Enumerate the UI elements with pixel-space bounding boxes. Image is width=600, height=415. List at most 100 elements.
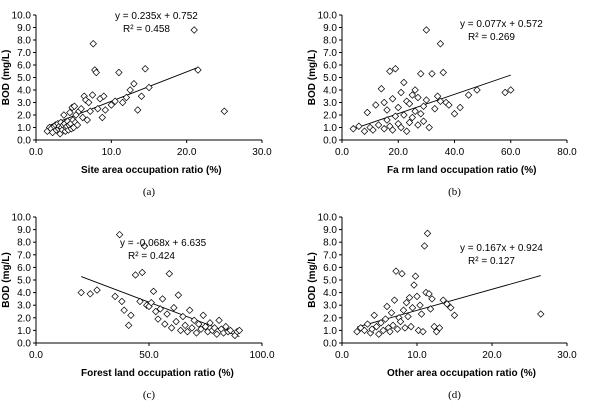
data-point [197,325,205,333]
data-point [374,121,383,129]
x-tick-label: 40.0 [445,147,465,158]
data-point [115,68,123,77]
data-point [464,91,473,99]
data-point [98,113,106,122]
data-point [137,92,146,100]
x-axis-title: Other area occupation ratio (%) [387,368,536,379]
data-point [154,315,162,323]
data-point [392,267,400,275]
y-tick-label: 1.0 [17,123,31,134]
y-tick-label: 4.0 [17,288,31,299]
data-point [194,66,202,74]
data-point [195,320,203,328]
y-tick-label: 6.0 [323,61,337,72]
data-point [405,100,414,108]
y-tick-label: 0.0 [323,136,337,147]
data-point [179,312,187,321]
data-point [210,324,219,332]
data-point [411,107,419,115]
data-point [423,229,432,238]
data-point [70,102,79,110]
data-point [390,296,399,304]
data-point [163,310,171,318]
x-tick-label: 10.0 [407,350,427,361]
data-point [388,126,397,134]
data-point [363,320,372,328]
data-point [383,106,391,114]
data-point [136,297,144,306]
y-tick-label: 2.0 [17,313,31,324]
data-point [399,306,408,314]
data-point [188,324,196,332]
y-tick-label: 2.0 [323,111,337,122]
data-point [88,91,97,99]
y-tick-label: 4.0 [17,86,31,97]
y-tick-label: 3.0 [17,301,31,312]
panel-label: (b) [448,186,461,198]
data-point [394,103,402,112]
data-point [400,111,408,119]
x-tick-label: 80.0 [557,147,577,158]
data-point [140,242,149,250]
y-tick-label: 4.0 [323,288,337,299]
data-point [387,309,396,317]
data-point [86,107,94,115]
data-point [388,95,397,103]
y-axis-title: BOD (mg/L) [307,50,318,106]
data-point [92,68,100,77]
data-point [431,105,439,113]
data-point [405,293,414,302]
chart-panel-3: 0.0 1.0 2.03.0 4.05.0 6.0 7.08.0 9.010.0 0.0 50.… [1,213,275,402]
data-point [425,123,433,132]
data-point [85,98,93,107]
x-tick-label: 20.0 [389,147,409,158]
data-point [213,330,221,338]
y-tick-label: 8.0 [323,238,337,249]
x-tick-label: 0.0 [335,350,349,361]
data-point [397,88,405,97]
y-tick-label: 8.0 [17,238,31,249]
data-point [190,26,198,34]
data-point [501,88,509,97]
data-point [127,311,135,319]
data-point [66,108,74,117]
data-point [83,116,91,124]
data-point [60,111,68,119]
data-point [404,312,412,321]
data-point [192,329,201,337]
chart-panel-4: 0.01.02.03.04.05.06.07.08.09.010.00.0 10.… [307,213,577,402]
data-point [94,105,102,113]
data-point [124,321,133,330]
data-point [377,85,386,93]
data-point [397,123,405,132]
data-point [215,316,223,325]
data-point [147,298,155,307]
x-tick-label: 50.0 [139,350,159,361]
data-point [107,101,116,109]
y-tick-label: 3.0 [323,301,337,312]
x-tick-label: 30.0 [557,350,577,361]
data-point [389,321,397,330]
data-point [206,319,214,327]
data-point [380,98,388,107]
x-tick-label: 60.0 [501,147,521,158]
data-point [355,122,363,130]
data-point [420,242,429,250]
data-point [368,325,376,333]
data-point [383,302,391,311]
data-point [386,67,394,75]
data-point [383,116,391,124]
data-point [138,268,146,277]
data-point [402,298,411,307]
y-tick-label: 5.0 [323,73,337,84]
data-point [130,80,138,88]
data-point [141,65,149,73]
data-point [77,288,85,297]
y-tick-label: 0.0 [323,339,337,350]
y-tick-label: 10.0 [318,213,338,224]
data-point [185,306,194,314]
data-point [131,271,140,279]
x-tick-label: 30.0 [252,147,272,158]
y-tick-label: 1.0 [323,326,337,337]
y-tick-label: 6.0 [17,263,31,274]
